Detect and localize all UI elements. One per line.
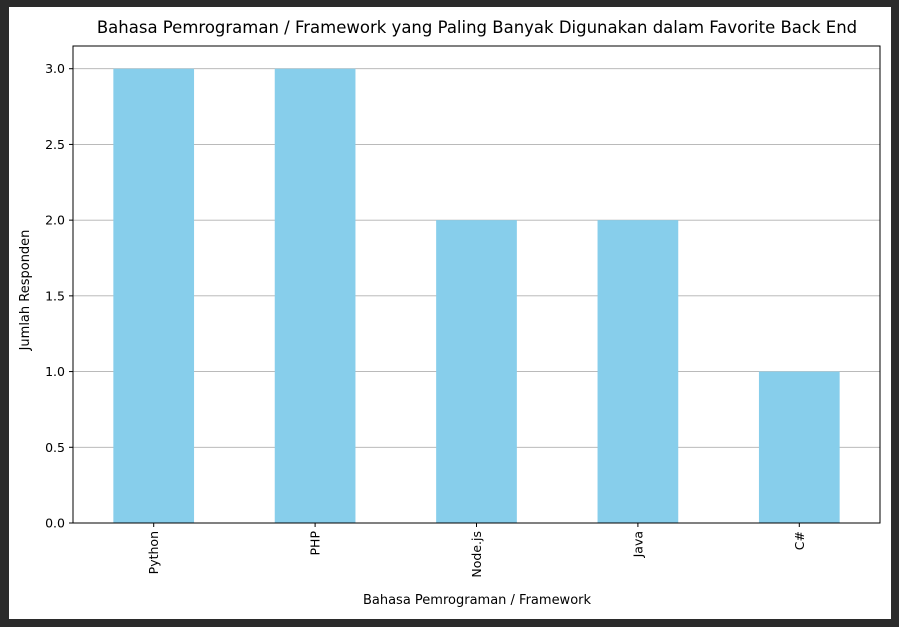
y-tick-label: 1.5 [45, 288, 65, 303]
bar-node-js [436, 220, 517, 523]
x-tick-label: Java [630, 531, 645, 558]
bars [113, 68, 840, 523]
x-axis-label: Bahasa Pemrograman / Framework [363, 593, 592, 608]
bar-php [274, 68, 356, 523]
y-tick-label: 1.0 [45, 364, 65, 379]
y-tick-label: 2.0 [45, 213, 65, 228]
y-tick-label: 0.5 [45, 440, 65, 455]
y-tick-label: 3.0 [45, 61, 65, 76]
y-tick-label: 0.0 [45, 516, 65, 531]
y-tick-label: 2.5 [45, 137, 65, 152]
x-tick-label: PHP [308, 531, 323, 556]
bar-python [113, 68, 195, 523]
x-tick-label: C# [792, 531, 807, 550]
y-axis-label: Jumlah Responden [18, 230, 33, 352]
bar-chart: Bahasa Pemrograman / Framework yang Pali… [18, 18, 881, 608]
bar-java [597, 220, 679, 523]
x-tick-label: Python [146, 531, 161, 574]
x-tick-label: Node.js [469, 531, 484, 578]
y-axis-ticks: 0.0 0.5 1.0 1.5 2.0 2.5 3.0 [45, 61, 73, 531]
chart-title: Bahasa Pemrograman / Framework yang Pali… [97, 18, 857, 37]
bar-c- [758, 371, 840, 523]
x-axis-ticks: Python PHP Node.js Java C# [146, 523, 807, 578]
figure-canvas: Bahasa Pemrograman / Framework yang Pali… [9, 7, 891, 619]
